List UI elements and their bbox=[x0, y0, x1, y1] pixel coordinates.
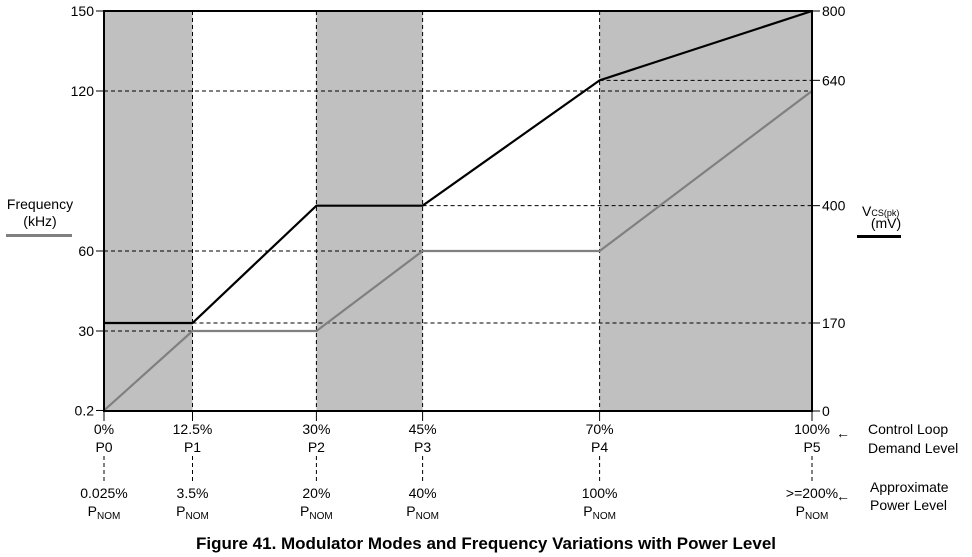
left-axis-label-line2: (kHz) bbox=[23, 213, 57, 229]
right-axis-label-line2: (mV) bbox=[870, 215, 902, 231]
pnom-label-1: PNOM bbox=[176, 503, 209, 522]
pnom-label-4: PNOM bbox=[583, 503, 616, 522]
left-tick-label-0: 150 bbox=[71, 3, 95, 19]
pnom-label-5: PNOM bbox=[796, 503, 829, 522]
pnom-label-2: PNOM bbox=[300, 503, 333, 522]
pnom-label-0: PNOM bbox=[88, 503, 121, 522]
approx-power-label-line2: Power Level bbox=[870, 497, 948, 513]
x-tick-label-0: 0% bbox=[94, 421, 114, 437]
power-point-label-3: P3 bbox=[414, 439, 431, 455]
series-line-0 bbox=[103, 90, 813, 412]
right-axis-label-line1: VCS(pk) bbox=[862, 203, 900, 219]
left-axis-label-line1: Frequency bbox=[6, 196, 74, 212]
power-point-label-1: P1 bbox=[184, 439, 201, 455]
right-tick-label-2: 400 bbox=[822, 198, 846, 214]
right-axis-legend-line bbox=[857, 235, 901, 238]
control-loop-label-line1: Control Loop bbox=[868, 421, 949, 437]
approx-power-label-4: 100% bbox=[582, 485, 618, 501]
shaded-region-1 bbox=[316, 11, 423, 411]
approx-power-label-1: 3.5% bbox=[177, 485, 209, 501]
power-point-label-0: P0 bbox=[95, 439, 112, 455]
control-loop-arrow: ← bbox=[836, 425, 850, 441]
right-tick-label-1: 640 bbox=[822, 72, 846, 88]
right-tick-label-4: 0 bbox=[822, 403, 830, 419]
left-tick-label-1: 120 bbox=[71, 83, 95, 99]
approx-power-label-line1: Approximate bbox=[870, 479, 949, 495]
shaded-region-0 bbox=[104, 11, 193, 411]
x-tick-label-1: 12.5% bbox=[173, 421, 213, 437]
series-line-1 bbox=[104, 9, 813, 325]
approx-power-label-0: 0.025% bbox=[80, 485, 127, 501]
pnom-label-3: PNOM bbox=[406, 503, 439, 522]
shaded-region-2 bbox=[599, 11, 812, 411]
power-point-label-5: P5 bbox=[803, 439, 820, 455]
x-tick-label-4: 70% bbox=[586, 421, 614, 437]
figure-caption: Figure 41. Modulator Modes and Frequency… bbox=[195, 534, 776, 553]
right-tick-label-3: 170 bbox=[822, 315, 846, 331]
approx-power-label-3: 40% bbox=[409, 485, 437, 501]
left-axis-legend-line bbox=[6, 234, 72, 237]
right-tick-label-0: 800 bbox=[822, 3, 846, 19]
plot-frame bbox=[103, 10, 813, 412]
left-tick-label-4: 0.2 bbox=[75, 402, 95, 418]
power-point-label-4: P4 bbox=[591, 439, 608, 455]
left-tick-label-3: 30 bbox=[78, 323, 94, 339]
x-tick-label-2: 30% bbox=[302, 421, 330, 437]
x-tick-label-5: 100% bbox=[794, 421, 830, 437]
x-tick-label-3: 45% bbox=[409, 421, 437, 437]
power-point-label-2: P2 bbox=[308, 439, 325, 455]
left-tick-label-2: 60 bbox=[78, 243, 94, 259]
control-loop-label-line2: Demand Level bbox=[868, 440, 959, 456]
approx-power-arrow: ← bbox=[836, 488, 850, 504]
approx-power-label-2: 20% bbox=[302, 485, 330, 501]
approx-power-label-5: >=200% bbox=[786, 485, 838, 501]
